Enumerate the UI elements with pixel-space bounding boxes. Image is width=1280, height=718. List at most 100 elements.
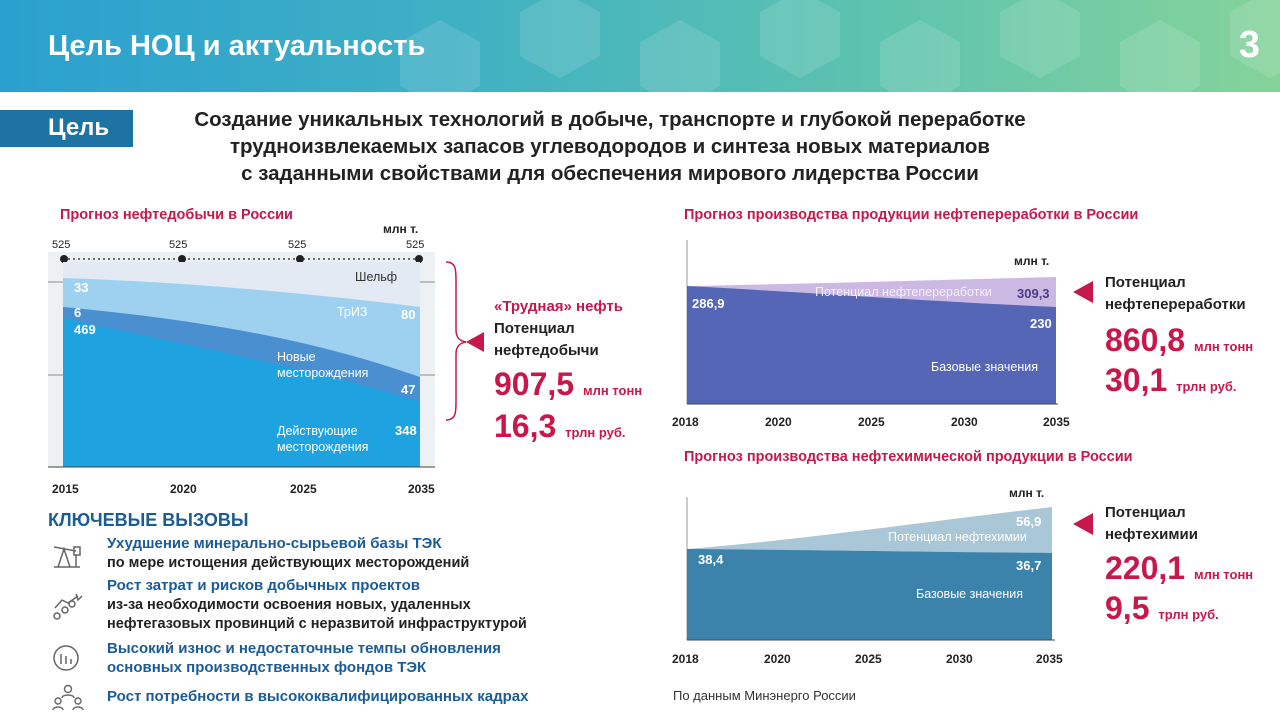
petchem-base-label: Базовые значения bbox=[916, 587, 1024, 601]
source-note: По данным Минэнерго России bbox=[673, 688, 856, 703]
refining-callout-value2: 30,1 трлн руб. bbox=[1105, 362, 1237, 399]
goal-line: Создание уникальных технологий в добыче,… bbox=[194, 108, 1026, 131]
goal-line: трудноизвлекаемых запасов углеводородов … bbox=[230, 135, 990, 158]
oil-area-existing bbox=[63, 318, 420, 467]
challenge-main: Ухудшение минерально-сырьевой базы ТЭК bbox=[107, 535, 442, 552]
petchem-area-base bbox=[687, 549, 1052, 640]
oil-value2-number: 16,3 bbox=[494, 408, 557, 444]
oil-start-value: 33 bbox=[74, 280, 89, 295]
personnel-icon bbox=[52, 684, 84, 711]
refining-x-tick: 2035 bbox=[1043, 415, 1070, 429]
oil-start-value: 469 bbox=[74, 322, 96, 337]
refining-callout-value1: 860,8 млн тонн bbox=[1105, 322, 1253, 359]
oil-callout-value2: 16,3 трлн руб. bbox=[494, 408, 626, 445]
page-number: 3 bbox=[1238, 24, 1260, 66]
oil-total-point bbox=[178, 255, 186, 263]
oil-total-point bbox=[415, 255, 423, 263]
refining-value1-unit: млн тонн bbox=[1193, 339, 1254, 354]
refining-end-total: 309,3 bbox=[1017, 286, 1050, 301]
petchem-start-value: 38,4 bbox=[698, 552, 724, 567]
refining-area-base bbox=[687, 286, 1056, 404]
challenge-sub: из-за необходимости освоения новых, удал… bbox=[107, 597, 471, 613]
oil-chart-title: Прогноз нефтедобычи в России bbox=[60, 207, 293, 223]
petchem-value2-number: 9,5 bbox=[1105, 590, 1150, 626]
oil-x-tick: 2035 bbox=[408, 482, 435, 496]
petchem-value1-number: 220,1 bbox=[1105, 550, 1186, 586]
petchem-x-tick: 2018 bbox=[672, 652, 699, 666]
page-title: Цель НОЦ и актуальность bbox=[48, 30, 426, 62]
refining-x-tick: 2018 bbox=[672, 415, 699, 429]
challenge-sub: нефтегазовых провинций с неразвитой инфр… bbox=[107, 616, 527, 632]
oil-callout-title: «Трудная» нефть bbox=[494, 298, 623, 315]
petchem-unit: млн т. bbox=[1009, 486, 1045, 500]
header-banner: Цель НОЦ и актуальность 3 bbox=[0, 0, 1280, 92]
goal-line: с заданными свойствами для обеспечения м… bbox=[241, 162, 979, 185]
refining-value1-number: 860,8 bbox=[1105, 322, 1186, 358]
challenge-sub: по мере истощения действующих месторожде… bbox=[107, 555, 470, 571]
goal-text: Создание уникальных технологий в добыче,… bbox=[140, 106, 1080, 187]
oil-total-point bbox=[60, 255, 68, 263]
petchem-chart-title: Прогноз производства нефтехимической про… bbox=[684, 449, 1133, 465]
oil-pump-icon bbox=[53, 546, 81, 568]
petchem-callout-value1: 220,1 млн тонн bbox=[1105, 550, 1253, 587]
oil-label-new: Новые месторождения bbox=[277, 350, 369, 380]
oil-end-value: 47 bbox=[401, 382, 416, 397]
petchem-callout-value2: 9,5 трлн руб. bbox=[1105, 590, 1219, 627]
oil-value1-number: 907,5 bbox=[494, 366, 575, 402]
petchem-value1-unit: млн тонн bbox=[1193, 567, 1254, 582]
oil-callout-value1: 907,5 млн тонн bbox=[494, 366, 642, 403]
oil-x-tick: 2025 bbox=[290, 482, 317, 496]
oil-x-tick: 2020 bbox=[170, 482, 197, 496]
oil-start-value: 6 bbox=[74, 305, 82, 320]
oil-total-point bbox=[296, 255, 304, 263]
oil-callout-arrow bbox=[466, 332, 484, 352]
wear-gauge-icon bbox=[53, 645, 79, 671]
oil-value2-unit: трлн руб. bbox=[565, 425, 626, 440]
oil-value1-unit: млн тонн bbox=[582, 383, 643, 398]
oil-label-existing: Действующие месторождения bbox=[277, 424, 369, 454]
petchem-callout-caption: Потенциал нефтехимии bbox=[1105, 504, 1198, 543]
refining-end-base: 230 bbox=[1030, 316, 1052, 331]
petchem-x-tick: 2035 bbox=[1036, 652, 1063, 666]
goal-tag: Цель bbox=[0, 110, 133, 147]
oil-top-value: 525 bbox=[169, 239, 188, 251]
petchem-potential-label: Потенциал нефтехимии bbox=[888, 530, 1027, 544]
petchem-end-base: 36,7 bbox=[1016, 558, 1042, 573]
oil-unit: млн т. bbox=[383, 222, 419, 236]
oil-end-value: 348 bbox=[395, 423, 417, 438]
oil-top-value: 525 bbox=[406, 239, 425, 251]
refining-x-tick: 2030 bbox=[951, 415, 978, 429]
refining-value2-unit: трлн руб. bbox=[1176, 379, 1237, 394]
refining-x-tick: 2025 bbox=[858, 415, 885, 429]
refining-value2-number: 30,1 bbox=[1105, 362, 1168, 398]
oil-x-tick: 2015 bbox=[52, 482, 79, 496]
challenge-main: основных производственных фондов ТЭК bbox=[107, 659, 427, 676]
challenge-main: Высокий износ и недостаточные темпы обно… bbox=[107, 640, 501, 657]
petchem-value2-unit: трлн руб. bbox=[1158, 607, 1219, 622]
hexagon-pattern bbox=[400, 0, 1280, 92]
petchem-end-total: 56,9 bbox=[1016, 514, 1042, 529]
oil-top-value: 525 bbox=[288, 239, 307, 251]
refining-start-value: 286,9 bbox=[692, 296, 725, 311]
oil-label-shelf: Шельф bbox=[355, 270, 398, 284]
petchem-x-tick: 2030 bbox=[946, 652, 973, 666]
growth-chart-icon bbox=[53, 593, 83, 620]
oil-callout-caption: Потенциал нефтедобычи bbox=[494, 320, 599, 359]
oil-label-triz: ТрИЗ bbox=[337, 305, 368, 319]
refining-base-label: Базовые значения bbox=[931, 360, 1039, 374]
oil-end-value: 80 bbox=[401, 307, 416, 322]
oil-top-value: 525 bbox=[52, 239, 71, 251]
challenge-main: Рост затрат и рисков добычных проектов bbox=[107, 577, 421, 594]
petchem-x-tick: 2025 bbox=[855, 652, 882, 666]
petchem-x-tick: 2020 bbox=[764, 652, 791, 666]
refining-unit: млн т. bbox=[1014, 254, 1050, 268]
refining-potential-label: Потенциал нефтепереработки bbox=[815, 285, 992, 299]
petchem-callout-arrow bbox=[1073, 513, 1093, 535]
refining-x-tick: 2020 bbox=[765, 415, 792, 429]
refining-chart-title: Прогноз производства продукции нефтепере… bbox=[684, 207, 1139, 223]
challenge-main: Рост потребности в высококвалифицированн… bbox=[107, 688, 529, 705]
refining-callout-arrow bbox=[1073, 281, 1093, 303]
